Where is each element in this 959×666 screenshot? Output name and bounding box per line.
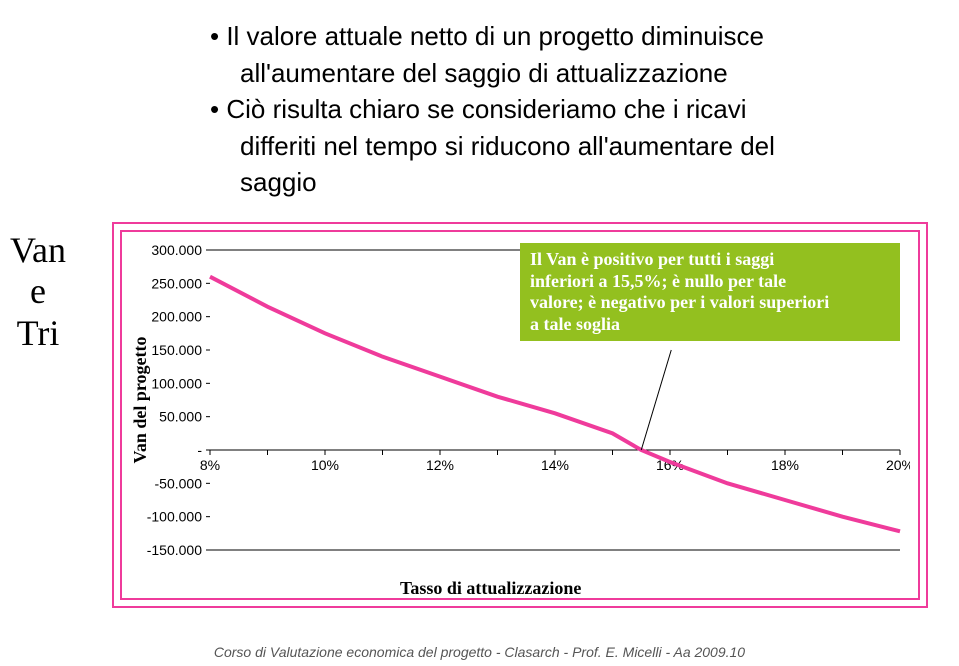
bullet-2: Ciò risulta chiaro se consideriamo che i…	[210, 93, 919, 126]
svg-text:-: -	[197, 442, 202, 458]
side-l1: Van	[10, 230, 66, 271]
bullet-2b: differiti nel tempo si riducono all'aume…	[240, 130, 919, 163]
footer-text: Corso di Valutazione economica del proge…	[0, 644, 959, 660]
svg-text:-100.000: -100.000	[147, 509, 202, 525]
callout-l2: inferiori a 15,5%; è nullo per tale	[530, 271, 890, 293]
svg-text:300.000: 300.000	[151, 242, 202, 258]
svg-text:18%: 18%	[771, 457, 799, 473]
svg-text:100.000: 100.000	[151, 375, 202, 391]
svg-text:10%: 10%	[311, 457, 339, 473]
callout-l4: a tale soglia	[530, 314, 890, 336]
svg-text:200.000: 200.000	[151, 309, 202, 325]
callout-l1: Il Van è positivo per tutti i saggi	[530, 249, 890, 271]
svg-text:8%: 8%	[200, 457, 220, 473]
svg-text:14%: 14%	[541, 457, 569, 473]
side-label: Van e Tri	[10, 230, 66, 354]
svg-text:50.000: 50.000	[159, 409, 202, 425]
svg-text:150.000: 150.000	[151, 342, 202, 358]
side-l2: e	[10, 271, 66, 312]
slide-page: Il valore attuale netto di un progetto d…	[0, 0, 959, 666]
svg-text:250.000: 250.000	[151, 275, 202, 291]
bullet-1: Il valore attuale netto di un progetto d…	[210, 20, 919, 53]
callout-l3: valore; è negativo per i valori superior…	[530, 292, 890, 314]
bullet-1b: all'aumentare del saggio di attualizzazi…	[240, 57, 919, 90]
svg-text:20%: 20%	[886, 457, 910, 473]
callout-box: Il Van è positivo per tutti i saggi infe…	[520, 243, 900, 341]
y-axis-title: Van del progetto	[130, 300, 151, 500]
svg-text:-150.000: -150.000	[147, 542, 202, 558]
svg-text:-50.000: -50.000	[155, 475, 203, 491]
side-l3: Tri	[10, 313, 66, 354]
bullet-list: Il valore attuale netto di un progetto d…	[210, 20, 919, 199]
x-axis-title: Tasso di attualizzazione	[400, 578, 581, 599]
bullet-2c: saggio	[240, 166, 919, 199]
svg-text:12%: 12%	[426, 457, 454, 473]
